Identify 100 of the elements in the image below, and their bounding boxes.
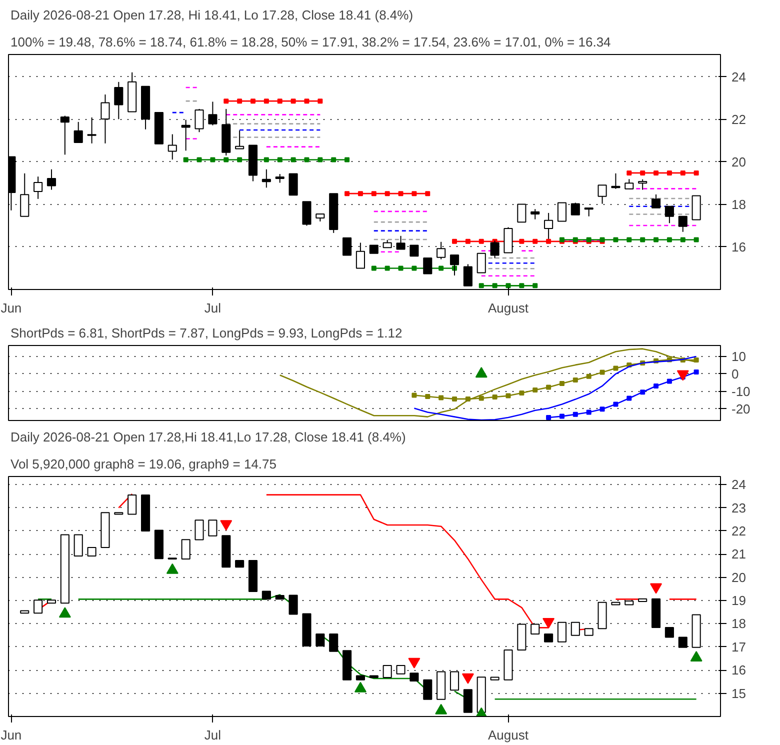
y-tick-label: 17: [732, 639, 746, 654]
candlestick: [208, 520, 218, 536]
candlestick: [664, 626, 674, 638]
point: [640, 170, 646, 176]
point: [304, 98, 310, 104]
point: [384, 191, 390, 196]
candlestick: [638, 178, 648, 190]
y-tick-label: -10: [732, 384, 750, 399]
point: [559, 381, 564, 386]
point: [318, 98, 323, 104]
point: [640, 390, 646, 395]
point: [398, 266, 404, 271]
candlestick: [570, 622, 580, 636]
point: [600, 370, 605, 375]
point: [224, 98, 229, 104]
candlestick: [60, 115, 70, 156]
candlestick: [611, 172, 620, 190]
y-tick-label: 15: [732, 686, 746, 701]
point: [600, 406, 605, 412]
chart-title: Daily 2026-08-21 Open 17.28, Hi 18.41, Lo 17.28, Close 18.41 (8.4%): [10, 8, 414, 22]
y-tick-label: 23: [732, 500, 746, 516]
x-tick-label: Jun: [0, 728, 22, 742]
point: [654, 170, 659, 176]
point: [640, 237, 646, 242]
candlestick: [624, 178, 634, 190]
candlestick: [34, 600, 43, 614]
point: [532, 283, 538, 288]
point: [613, 402, 618, 407]
candlestick: [208, 101, 218, 126]
point: [680, 170, 686, 176]
x-tick-label: August: [488, 300, 529, 316]
point: [344, 191, 350, 196]
candlestick: [490, 240, 500, 259]
candlestick: [463, 264, 472, 286]
candlestick: [168, 134, 177, 160]
y-tick-label: 18: [732, 616, 746, 632]
x-tick-label: Jul: [204, 300, 222, 316]
point: [183, 157, 188, 162]
point: [666, 378, 672, 384]
point: [654, 383, 659, 388]
point: [290, 157, 296, 162]
candlestick: [598, 184, 607, 204]
point: [277, 98, 282, 104]
x-tick-label: Jul: [204, 728, 222, 742]
point: [384, 266, 390, 271]
point: [690, 650, 702, 662]
point: [237, 157, 242, 162]
candlestick: [20, 172, 30, 217]
y-tick-label: 20: [732, 570, 746, 585]
point: [626, 237, 632, 242]
candlestick: [570, 202, 580, 216]
y-tick-label: 22: [732, 523, 746, 538]
point: [435, 704, 448, 714]
point: [344, 157, 350, 162]
point: [546, 238, 552, 244]
point: [519, 283, 524, 288]
candlestick: [235, 130, 244, 150]
candlestick: [34, 176, 43, 200]
candlestick: [181, 539, 190, 560]
point: [250, 98, 256, 104]
candlestick: [262, 168, 271, 188]
chart-title: ShortPds = 6.81, ShortPds = 7.87, LongPds = 9.93, LongPds = 1.12: [10, 326, 402, 340]
candlestick: [194, 108, 204, 133]
candlestick: [678, 216, 688, 232]
point: [452, 396, 458, 402]
y-tick-label: 24: [732, 69, 746, 84]
point: [492, 283, 498, 288]
candlestick: [87, 116, 96, 144]
y-tick-label: 21: [732, 546, 746, 562]
x-tick-label: August: [488, 728, 529, 742]
point: [626, 170, 632, 176]
point: [264, 157, 269, 162]
y-tick-label: 0: [732, 366, 739, 382]
point: [465, 238, 470, 244]
point: [371, 191, 376, 196]
point: [506, 283, 511, 288]
point: [546, 384, 552, 390]
candlestick: [288, 594, 298, 615]
candlestick: [194, 520, 204, 540]
point: [519, 238, 524, 244]
point: [354, 682, 366, 692]
point: [613, 366, 618, 371]
candlestick: [463, 689, 472, 713]
point: [237, 98, 242, 104]
point: [559, 414, 564, 419]
y-tick-label: 24: [732, 477, 746, 492]
candlestick: [450, 671, 460, 691]
point: [425, 394, 430, 399]
candlestick: [100, 94, 110, 144]
point: [546, 415, 552, 420]
point: [666, 170, 672, 176]
y-tick-label: 18: [732, 196, 746, 212]
candlestick: [46, 168, 56, 190]
candlestick: [530, 208, 540, 220]
point: [220, 520, 232, 531]
point: [626, 396, 632, 401]
point: [478, 396, 484, 401]
point: [398, 191, 404, 196]
candlestick: [302, 201, 312, 226]
chart-subtitle: 100% = 19.48, 78.6% = 18.74, 61.8% = 18.28, 50% = 17.91, 38.2% = 17.54, 23.6% = 17.01, 0% = 16.34: [10, 34, 611, 50]
